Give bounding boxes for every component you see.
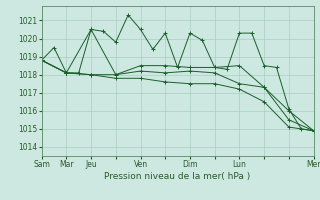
X-axis label: Pression niveau de la mer( hPa ): Pression niveau de la mer( hPa ) xyxy=(104,172,251,181)
